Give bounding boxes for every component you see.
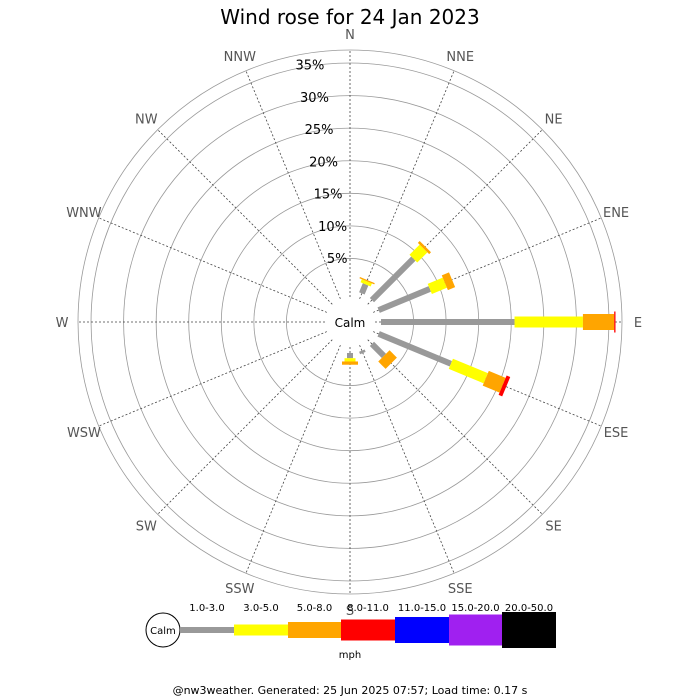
percent-label-20: 20% <box>309 155 338 170</box>
spoke-ssw <box>245 344 341 574</box>
calm-center: Calm <box>325 297 375 347</box>
bar-nne-bin-0 <box>359 283 369 295</box>
calm-label: Calm <box>335 316 366 330</box>
bar-se-bin-2 <box>378 350 397 369</box>
direction-label-e: E <box>634 316 642 331</box>
direction-label-sse: SSE <box>448 582 473 597</box>
direction-label-wsw: WSW <box>67 426 101 441</box>
bar-ene-bin-1 <box>427 277 447 295</box>
calm-circle <box>325 297 375 347</box>
grid-ring-outer <box>77 49 623 595</box>
legend-label-5: 15.0-20.0 <box>451 603 499 614</box>
wind-bars <box>342 240 616 397</box>
legend-label-6: 20.0-50.0 <box>505 603 553 614</box>
direction-label-ese: ESE <box>604 426 629 441</box>
legend-unit: mph <box>339 650 361 661</box>
percent-label-25: 25% <box>305 123 334 138</box>
bar-ese-bin-2 <box>482 370 506 393</box>
direction-label-sw: SW <box>136 520 157 535</box>
direction-labels: N NNE NE ENE E ESE SE SSE S SSW SW WSW W WNW NW NNW <box>56 28 643 619</box>
legend-calm-label: Calm <box>150 626 176 637</box>
spoke-se <box>367 339 543 515</box>
legend-label-1: 3.0-5.0 <box>243 603 278 614</box>
bar-ese-bin-3 <box>498 375 511 397</box>
spoke-sw <box>157 339 333 515</box>
bar-ese-bin-1 <box>448 358 488 384</box>
bar-ene-bin-2 <box>441 272 456 291</box>
direction-label-wnw: WNW <box>66 206 102 221</box>
legend-swatch-2 <box>288 622 341 638</box>
spoke-nne <box>359 70 455 300</box>
bar-ne-bin-1 <box>409 244 428 263</box>
legend-label-3: 8.0-11.0 <box>347 603 389 614</box>
bar-ne-bin-0 <box>369 256 416 303</box>
spoke-nw <box>157 129 333 305</box>
bar-sse-bin-0 <box>359 349 366 355</box>
legend: Calm 1.0-3.0 3.0-5.0 5.0-8.0 8.0-11.0 11.0-1… <box>145 603 556 661</box>
bar-se-bin-0 <box>369 341 387 359</box>
legend-swatch-4 <box>395 617 449 643</box>
direction-label-ene: ENE <box>603 206 629 221</box>
percent-labels: 5% 10% 15% 20% 25% 30% 35% <box>296 59 348 268</box>
direction-label-n: N <box>345 28 355 43</box>
legend-swatch-1 <box>234 624 288 636</box>
legend-label-2: 5.0-8.0 <box>297 603 332 614</box>
legend-swatch-3 <box>341 619 395 641</box>
legend-label-4: 11.0-15.0 <box>398 603 446 614</box>
direction-label-nne: NNE <box>446 50 474 65</box>
chart-title: Wind rose for 24 Jan 2023 <box>220 5 479 29</box>
percent-label-35: 35% <box>296 59 325 74</box>
direction-label-w: W <box>56 316 69 331</box>
bar-nne-bin-1 <box>360 279 372 287</box>
percent-label-10: 10% <box>318 220 347 235</box>
legend-swatch-5 <box>449 614 502 646</box>
spoke-wnw <box>98 217 328 313</box>
bar-ese-bin-0 <box>377 331 453 367</box>
direction-label-s: S <box>346 604 354 619</box>
legend-swatch-6 <box>502 612 556 648</box>
bar-ene-bin-0 <box>377 286 431 313</box>
legend-swatch-0 <box>180 627 234 633</box>
legend-label-0: 1.0-3.0 <box>189 603 224 614</box>
percent-label-5: 5% <box>327 252 348 267</box>
direction-label-ne: NE <box>545 112 563 127</box>
spoke-wsw <box>98 331 328 427</box>
direction-label-se: SE <box>545 520 561 535</box>
bar-ne-bin-2 <box>417 240 432 255</box>
spoke-sse <box>359 344 455 574</box>
direction-label-nw: NW <box>135 112 158 127</box>
direction-label-nnw: NNW <box>224 50 256 65</box>
spoke-nnw <box>245 70 341 300</box>
percent-label-15: 15% <box>314 188 343 203</box>
direction-label-ssw: SSW <box>225 582 255 597</box>
percent-label-30: 30% <box>300 91 329 106</box>
footer-text: @nw3weather. Generated: 25 Jun 2025 07:5… <box>173 684 528 697</box>
